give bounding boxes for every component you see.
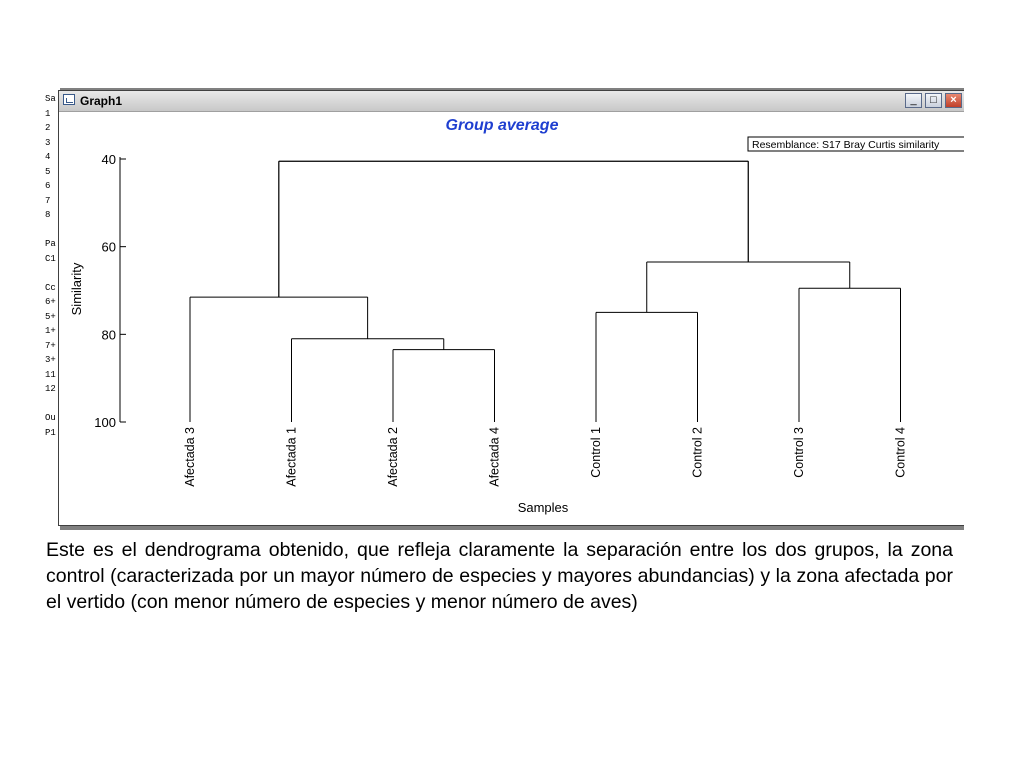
- y-tick-label: 60: [102, 240, 116, 255]
- y-tick-label: 40: [102, 152, 116, 167]
- background-line: C1: [45, 253, 56, 264]
- background-line: 1: [45, 108, 51, 119]
- title-bar[interactable]: Graph1 _ □ ×: [59, 91, 964, 112]
- background-line: 1+: [45, 326, 56, 336]
- leaf-labels: Afectada 3 Afectada 1 Afectada 2 Afectada 4…: [183, 427, 908, 487]
- chart-title: Group average: [446, 117, 559, 134]
- background-line: Cc: [45, 282, 56, 293]
- background-text-pane: Sa 1 2 3 4 5 6 7 8 Pa C1 Cc 6+ 5+ 1+ 7+ 3+ 11 12 Ou P1: [44, 88, 60, 530]
- leaf-label: Control 2: [691, 427, 705, 478]
- background-line: 6+: [45, 297, 56, 307]
- leaf-label: Afectada 3: [183, 427, 197, 487]
- background-line: Ou: [45, 413, 56, 423]
- leaf-label: Afectada 4: [488, 427, 502, 487]
- maximize-button[interactable]: □: [925, 93, 942, 108]
- background-line: 12: [45, 384, 56, 394]
- background-line: Pa: [45, 239, 56, 249]
- y-tick-label: 100: [94, 415, 116, 430]
- y-axis-label: Similarity: [69, 262, 84, 315]
- background-line: 2: [45, 123, 51, 133]
- background-line: 3: [45, 137, 51, 148]
- window-title: Graph1: [80, 94, 123, 108]
- background-line: 7+: [45, 340, 56, 351]
- background-line: 7: [45, 195, 51, 206]
- leaf-label: Control 1: [589, 427, 603, 478]
- graph-window: Graph1 _ □ × Group average Resemblance: …: [58, 90, 964, 526]
- background-line: P1: [45, 427, 56, 438]
- background-line: 5: [45, 166, 51, 177]
- leaf-label: Afectada 1: [285, 427, 299, 487]
- y-tick-label: 80: [102, 327, 116, 342]
- background-line: 5+: [45, 311, 56, 322]
- background-line: 11: [45, 369, 56, 380]
- x-axis-label: Samples: [518, 500, 569, 515]
- leaf-label: Control 3: [792, 427, 806, 478]
- background-line: 4: [45, 152, 51, 162]
- background-line: Sa: [45, 94, 56, 104]
- graph-window-icon: [63, 94, 75, 105]
- legend-box: [747, 136, 964, 152]
- leaf-label: Control 4: [894, 427, 908, 478]
- screenshot-frame: Sa 1 2 3 4 5 6 7 8 Pa C1 Cc 6+ 5+ 1+ 7+ 3+ 11 12 Ou P1 Graph…: [44, 88, 964, 530]
- dendrogram-tree: [189, 160, 901, 422]
- minimize-button[interactable]: _: [905, 93, 922, 108]
- background-line: 3+: [45, 355, 56, 365]
- dendrogram-chart: Group average Resemblance: S17 Bray Curt…: [69, 117, 964, 515]
- leaf-label: Afectada 2: [386, 427, 400, 487]
- close-button[interactable]: ×: [945, 93, 962, 108]
- background-line: 6: [45, 181, 51, 191]
- y-ticks: 40 60 80 100: [94, 152, 126, 430]
- caption-paragraph: Este es el dendrograma obtenido, que ref…: [46, 539, 953, 613]
- background-line: 8: [45, 210, 51, 220]
- legend-text: Resemblance: S17 Bray Curtis similarity: [752, 139, 940, 151]
